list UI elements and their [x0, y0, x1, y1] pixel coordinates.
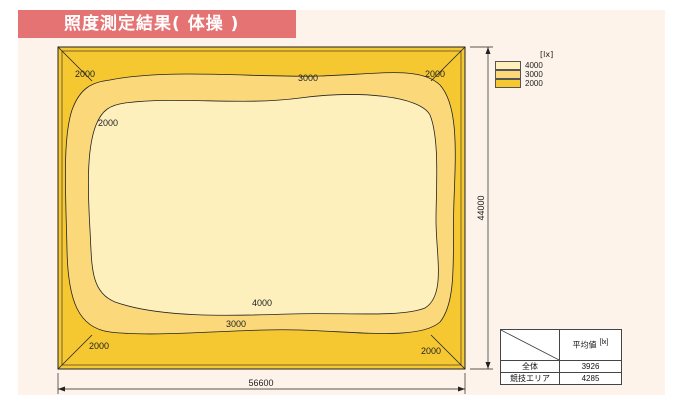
average-header: 平均値: [572, 340, 597, 350]
contour-label-2000-tl: 2000: [75, 69, 95, 79]
contour-label-3000-top: 3000: [298, 73, 318, 83]
contour-label-2000-tr: 2000: [425, 69, 445, 79]
contour-label-2000-br: 2000: [421, 346, 441, 356]
legend-swatch: [495, 70, 521, 79]
legend-unit: [lx]: [540, 50, 554, 59]
contour-label-4000-bottom: 4000: [252, 298, 272, 308]
row-label: 全体: [500, 360, 560, 373]
row-label: 競技エリア: [500, 372, 560, 385]
page-title: 照度測定結果( 体操 ): [18, 10, 296, 38]
row-value: 4285: [559, 372, 622, 385]
legend-swatch: [495, 61, 521, 70]
legend-item: 3000: [495, 70, 543, 79]
legend-label: 2000: [525, 79, 543, 88]
legend-item: 2000: [495, 79, 543, 88]
width-dimension: 56600: [248, 378, 273, 388]
legend-item: 4000: [495, 61, 543, 70]
table-row: 競技エリア 4285: [500, 372, 622, 385]
height-dimension: 44000: [476, 195, 486, 220]
table-header-row: 平均値 [lx]: [500, 329, 622, 361]
table-row: 全体 3926: [500, 360, 622, 373]
contour-label-2000-mid: 2000: [98, 118, 118, 128]
legend-label: 4000: [525, 61, 543, 70]
row-value: 3926: [559, 360, 622, 373]
average-unit: [lx]: [599, 339, 609, 347]
zone-4000: [87, 94, 439, 316]
contour-label-3000-bottom: 3000: [226, 319, 246, 329]
legend-label: 3000: [525, 70, 543, 79]
legend-swatch: [495, 79, 521, 88]
table-header-cell: 平均値 [lx]: [559, 329, 622, 361]
table-corner-cell: [500, 329, 560, 361]
average-illuminance-table: 平均値 [lx] 全体 3926 競技エリア 4285: [500, 329, 622, 385]
contour-label-2000-bl: 2000: [89, 341, 109, 351]
